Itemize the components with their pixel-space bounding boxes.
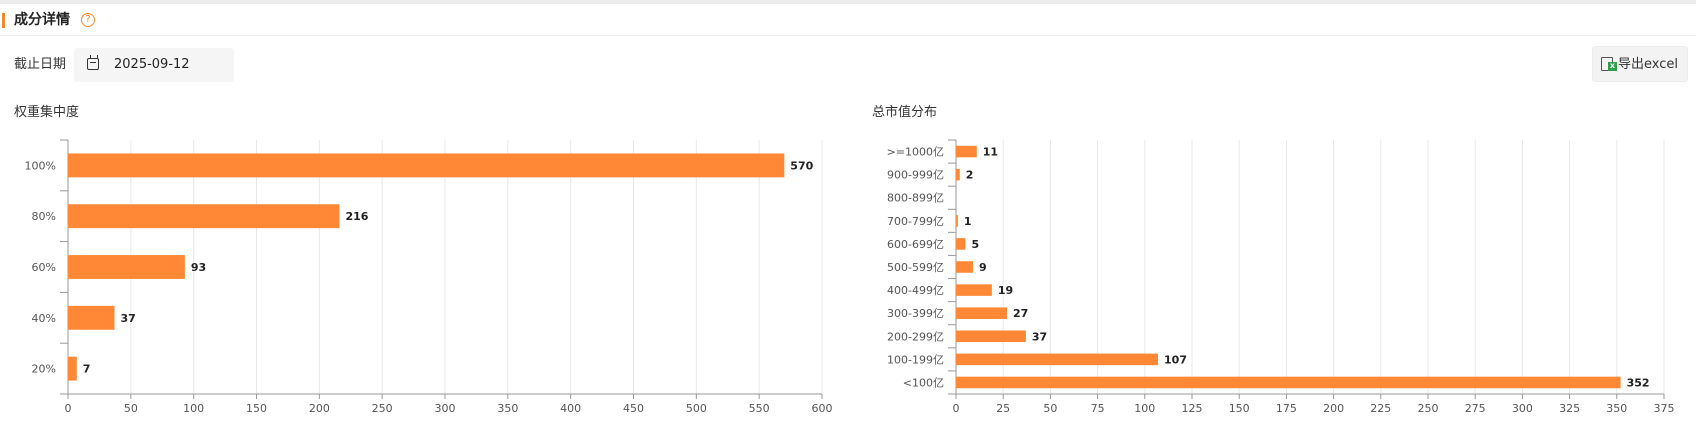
market-cap-chart-category-label: 900-999亿 <box>887 169 944 182</box>
weight-chart-x-tick-label: 300 <box>435 402 456 415</box>
chart-title-market-cap: 总市值分布 <box>872 105 938 120</box>
market-cap-chart-value-label: 27 <box>1013 307 1028 320</box>
market-cap-chart-x-tick-label: 75 <box>1091 402 1105 415</box>
weight-chart-bar <box>68 305 115 330</box>
weight-chart-x-tick-label: 400 <box>560 402 581 415</box>
market-cap-chart-bar <box>956 353 1159 366</box>
market-cap-chart-value-label: 11 <box>983 146 998 159</box>
weight-chart-category-label: 20% <box>32 363 56 376</box>
market-cap-chart-category-label: 400-499亿 <box>887 284 944 297</box>
market-cap-chart-x-tick-label: 25 <box>996 402 1010 415</box>
market-cap-chart-x-tick-label: 100 <box>1134 402 1155 415</box>
market-cap-chart-x-tick-label: 200 <box>1323 402 1344 415</box>
market-cap-chart-category-label: 700-799亿 <box>887 215 944 228</box>
market-cap-chart-value-label: 9 <box>979 261 987 274</box>
weight-chart-value-label: 7 <box>83 363 91 376</box>
market-cap-chart-x-tick-label: 50 <box>1043 402 1057 415</box>
weight-chart-x-tick-label: 150 <box>246 402 267 415</box>
market-cap-chart-x-tick-label: 150 <box>1229 402 1250 415</box>
weight-chart-value-label: 570 <box>790 159 813 172</box>
market-cap-chart-category-label: <100亿 <box>903 376 944 389</box>
market-cap-chart-category-label: 600-699亿 <box>887 238 944 251</box>
section-title: 成分详情 <box>14 12 70 28</box>
market-cap-chart-value-label: 107 <box>1164 353 1187 366</box>
top-divider <box>0 0 1696 4</box>
weight-chart-value-label: 216 <box>345 210 368 223</box>
weight-chart-category-label: 40% <box>32 312 56 325</box>
market-cap-chart-x-tick-label: 0 <box>953 402 960 415</box>
market-cap-chart-category-label: 300-399亿 <box>887 307 944 320</box>
weight-chart-x-tick-label: 0 <box>65 402 72 415</box>
date-picker[interactable]: 2025-09-12 <box>74 48 234 82</box>
market-cap-chart-bar <box>956 215 958 227</box>
market-cap-chart-x-tick-label: 250 <box>1418 402 1439 415</box>
market-cap-chart-x-tick-label: 325 <box>1559 402 1580 415</box>
market-cap-chart-bar <box>956 284 992 296</box>
help-icon[interactable]: ? <box>81 13 95 27</box>
calendar-icon <box>87 55 99 70</box>
title-accent-bar <box>2 13 5 28</box>
market-cap-chart-bar <box>956 307 1007 319</box>
market-cap-chart-category-label: 200-299亿 <box>887 330 944 343</box>
market-cap-chart-category-label: 800-899亿 <box>887 192 944 205</box>
market-cap-chart-category-label: >=1000亿 <box>887 146 944 159</box>
market-cap-chart-category-label: 500-599亿 <box>887 261 944 274</box>
market-cap-chart-x-tick-label: 275 <box>1465 402 1486 415</box>
weight-chart-x-tick-label: 500 <box>686 402 707 415</box>
chart-title-weight: 权重集中度 <box>14 105 80 120</box>
weight-chart-bar <box>68 204 340 229</box>
weight-chart-bar <box>68 356 77 381</box>
weight-chart-x-tick-label: 50 <box>124 402 138 415</box>
market-cap-chart-bar <box>956 238 966 250</box>
market-cap-chart-bar <box>956 261 973 273</box>
weight-chart-value-label: 37 <box>120 312 135 325</box>
weight-chart-x-tick-label: 100 <box>183 402 204 415</box>
export-label: 导出excel <box>1618 57 1678 72</box>
export-excel-button[interactable]: 导出excel <box>1592 46 1688 82</box>
market-cap-chart-value-label: 2 <box>966 169 974 182</box>
weight-chart-x-tick-label: 200 <box>309 402 330 415</box>
market-cap-chart-value-label: 5 <box>971 238 979 251</box>
market-cap-chart-x-tick-label: 300 <box>1512 402 1533 415</box>
weight-chart-category-label: 100% <box>25 159 56 172</box>
weight-chart-bar <box>68 255 185 279</box>
weight-chart-x-tick-label: 550 <box>749 402 770 415</box>
market-cap-chart-value-label: 352 <box>1627 376 1650 389</box>
date-label: 截止日期 <box>14 57 67 72</box>
section-header: 成分详情 ? <box>0 5 1696 36</box>
weight-chart-x-tick-label: 600 <box>812 402 833 415</box>
market-cap-chart-bar <box>956 168 960 181</box>
market-cap-chart-bar <box>956 376 1621 389</box>
market-cap-chart-x-tick-label: 125 <box>1182 402 1203 415</box>
weight-chart-x-tick-label: 250 <box>372 402 393 415</box>
market-cap-chart-category-label: 100-199亿 <box>887 353 944 366</box>
weight-chart-category-label: 80% <box>32 210 56 223</box>
weight-chart-value-label: 93 <box>191 261 206 274</box>
market-cap-chart-value-label: 1 <box>964 215 972 228</box>
market-cap-chart-x-tick-label: 175 <box>1276 402 1297 415</box>
weight-chart-category-label: 60% <box>32 261 56 274</box>
market-cap-chart-value-label: 37 <box>1032 330 1047 343</box>
market-cap-chart-value-label: 19 <box>998 284 1013 297</box>
market-cap-chart-x-tick-label: 225 <box>1370 402 1391 415</box>
weight-chart-x-tick-label: 350 <box>497 402 518 415</box>
excel-icon <box>1601 57 1617 71</box>
date-value: 2025-09-12 <box>114 57 190 72</box>
weight-chart-x-tick-label: 450 <box>623 402 644 415</box>
market-cap-chart-x-tick-label: 350 <box>1606 402 1627 415</box>
market-cap-chart-x-tick-label: 375 <box>1654 402 1675 415</box>
market-cap-chart-bar <box>956 145 977 158</box>
market-cap-chart-bar <box>956 330 1026 343</box>
weight-chart-bar <box>68 153 785 178</box>
